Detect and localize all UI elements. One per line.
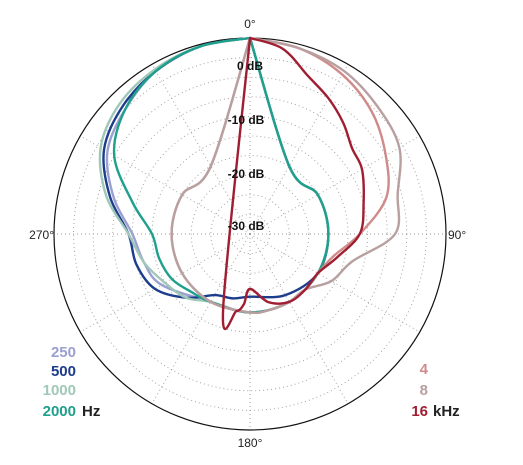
series-line-16 (221, 36, 365, 330)
polar-grid (53, 37, 447, 431)
grid-spoke (249, 233, 420, 333)
grid-spoke (80, 135, 251, 235)
radial-labels: 0 dB -10 dB -20 dB -30 dB (228, 59, 265, 233)
radial-label-10db: -10 dB (228, 113, 265, 127)
legend-unit-hz: Hz (82, 403, 100, 420)
grid-ring (131, 115, 369, 353)
legend-khz: 4 8 16 kHz (411, 361, 459, 420)
legend-item-16: 16 (411, 403, 428, 420)
legend-item-8: 8 (420, 382, 428, 399)
grid-spoke (249, 233, 349, 404)
radial-label-20db: -20 dB (228, 167, 265, 181)
grid-spoke (249, 135, 420, 235)
grid-spoke (151, 64, 251, 235)
angle-labels: 0° 90° 180° 270° (29, 17, 466, 450)
series-curves (98, 36, 402, 330)
legend-unit-khz: kHz (433, 403, 460, 420)
grid-spoke (249, 64, 349, 235)
angle-label-90: 90° (448, 228, 466, 242)
grid-spoke (151, 233, 251, 404)
series-line-8 (170, 36, 402, 314)
grid-spoke (80, 233, 251, 333)
angle-label-180: 180° (238, 436, 263, 450)
series-line-4 (170, 36, 390, 314)
grid-ring (151, 135, 349, 333)
angle-label-0: 0° (244, 17, 256, 31)
angle-label-270: 270° (29, 228, 54, 242)
legend-item-4: 4 (420, 361, 429, 378)
radial-label-30db: -30 dB (228, 219, 265, 233)
series-line-2000 (112, 36, 330, 314)
series-line-500 (102, 36, 330, 300)
grid-ring (210, 194, 290, 274)
legend-item-2000: 2000 (43, 403, 76, 420)
legend-item-250: 250 (51, 344, 76, 361)
grid-ring (229, 213, 271, 255)
grid-ring (112, 96, 388, 372)
legend-item-500: 500 (51, 363, 76, 380)
legend-hz: 250 500 1000 2000 Hz (43, 344, 101, 420)
grid-ring (190, 174, 310, 294)
radial-label-0db: 0 dB (237, 59, 263, 73)
legend-item-1000: 1000 (43, 382, 76, 399)
